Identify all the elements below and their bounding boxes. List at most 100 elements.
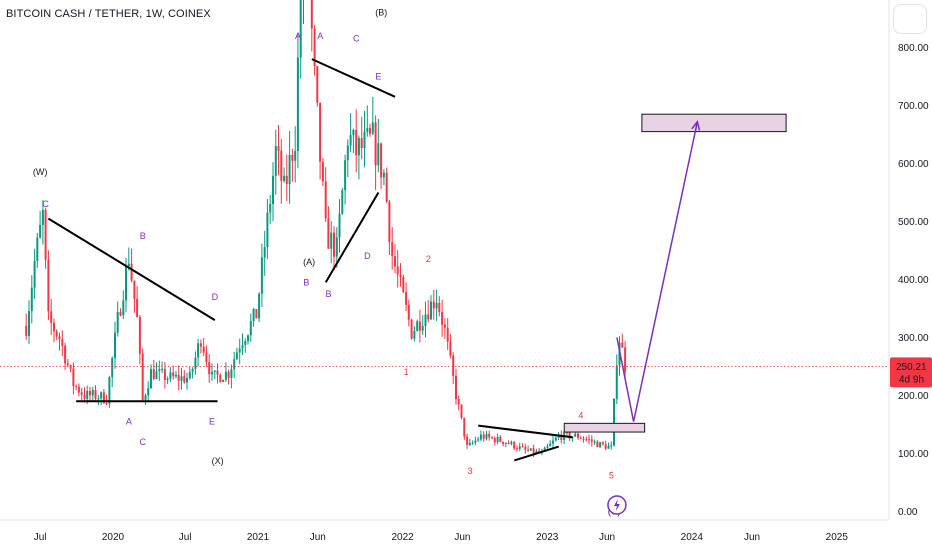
- candle-body: [122, 300, 125, 316]
- candle-body: [394, 256, 396, 267]
- candle-body: [457, 399, 460, 405]
- candle-body: [177, 374, 180, 381]
- lightning-icon: [613, 499, 620, 511]
- candle-body: [175, 374, 177, 377]
- candle-body: [108, 377, 111, 404]
- candle-body: [130, 263, 133, 281]
- candle-body: [199, 343, 202, 347]
- candle-body: [510, 441, 513, 444]
- candle-body: [272, 175, 274, 204]
- candle-body: [455, 375, 457, 399]
- candle-body: [377, 143, 380, 166]
- wave-label: (B): [375, 8, 387, 18]
- candle-body: [172, 372, 175, 377]
- candle-body: [25, 325, 28, 336]
- candle-body: [554, 437, 557, 441]
- price-badge-countdown: 4d 9h: [899, 374, 924, 385]
- candle-body: [213, 370, 216, 372]
- candle-body: [141, 353, 144, 400]
- candle-body: [579, 437, 582, 439]
- candle-body: [601, 442, 604, 445]
- candle-body: [274, 146, 277, 176]
- candle-body: [590, 439, 593, 442]
- candle-body: [488, 433, 491, 438]
- candle-body: [241, 345, 244, 349]
- candle-body: [111, 357, 114, 378]
- x-tick-label: 2025: [826, 532, 849, 543]
- price-badge-value: 250.21: [896, 362, 927, 373]
- candle-body: [338, 213, 341, 238]
- candle-body: [532, 448, 535, 454]
- wave-label: E: [209, 417, 215, 427]
- candle-body: [535, 451, 538, 454]
- candle-body: [208, 362, 211, 375]
- candle-body: [33, 261, 36, 288]
- candle-body: [28, 311, 30, 336]
- candle-body: [72, 368, 75, 386]
- wave-label: A: [126, 417, 132, 427]
- candle-body: [222, 380, 225, 383]
- candle-body: [161, 368, 164, 370]
- wave-label: 3: [467, 466, 472, 476]
- candle-body: [418, 321, 421, 331]
- candle-body: [50, 311, 53, 323]
- wave-label: D: [364, 251, 371, 261]
- candle-body: [97, 398, 100, 400]
- projection-path: [616, 121, 699, 422]
- wave-label: B: [326, 289, 332, 299]
- x-tick-label: 2024: [681, 532, 704, 543]
- candle-body: [604, 444, 607, 449]
- x-tick-label: 2022: [391, 532, 414, 543]
- trendline: [514, 445, 559, 462]
- candle-body: [521, 446, 524, 448]
- candle-body: [513, 441, 516, 449]
- candle-body: [66, 363, 69, 366]
- wave-label: B: [140, 231, 146, 241]
- candle-body: [471, 442, 474, 444]
- wave-label: (X): [212, 456, 224, 466]
- x-tick-label: Jul: [34, 532, 47, 543]
- candle-body: [105, 402, 108, 404]
- candle-body: [560, 435, 563, 440]
- candle-body: [446, 327, 449, 342]
- candle-body: [582, 438, 585, 440]
- candle-body: [39, 224, 42, 238]
- candle-body: [357, 138, 360, 156]
- candle-body: [86, 391, 89, 399]
- wave-label: 1: [404, 367, 409, 377]
- candle-body: [413, 330, 416, 339]
- candle-body: [324, 181, 327, 219]
- candle-body: [252, 309, 255, 322]
- candle-body: [468, 442, 471, 445]
- candle-body: [299, 0, 302, 58]
- candle-body: [285, 175, 288, 185]
- candle-body: [369, 128, 371, 134]
- candle-body: [283, 175, 286, 181]
- candle-body: [524, 446, 527, 450]
- candle-body: [83, 394, 86, 399]
- candle-body: [516, 448, 518, 450]
- y-tick-label: 600.00: [898, 159, 929, 170]
- candle-body: [294, 151, 297, 161]
- candle-body: [296, 57, 299, 151]
- candle-body: [133, 280, 136, 299]
- wave-label: (W): [33, 167, 48, 177]
- candle-body: [194, 357, 197, 369]
- chart-settings-button[interactable]: [893, 4, 927, 34]
- candle-body: [341, 190, 344, 214]
- projection-arrow-head: [691, 120, 701, 131]
- y-tick-label: 500.00: [898, 217, 929, 228]
- candle-body: [410, 319, 413, 339]
- candle-body: [474, 440, 477, 443]
- y-tick-label: 400.00: [898, 275, 929, 286]
- candle-body: [496, 437, 499, 443]
- support-zone: [563, 422, 646, 433]
- y-tick-label: 800.00: [898, 43, 929, 54]
- candle-body: [493, 438, 496, 443]
- candle-body: [407, 304, 410, 320]
- candle-body: [94, 390, 97, 399]
- candle-body: [543, 447, 546, 452]
